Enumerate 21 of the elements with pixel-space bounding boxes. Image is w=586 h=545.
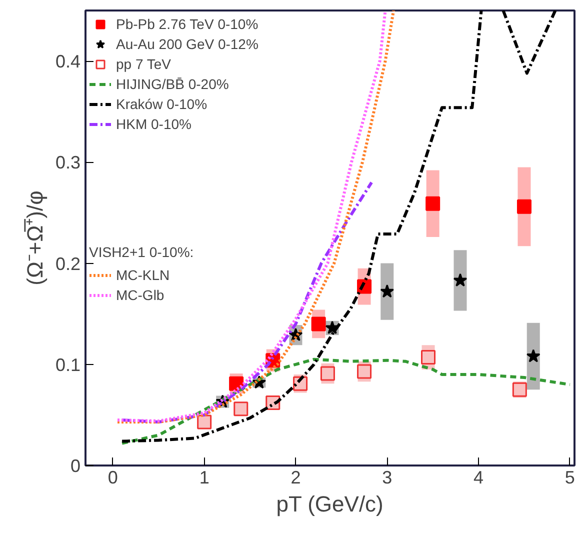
legend-label: MC-Glb [116,286,164,304]
y-axis-title: (Ω⁻+Ω̅⁺)/φ [22,190,48,286]
x-tick-label: 1 [199,468,210,488]
y-tick-label: 0.2 [55,254,81,274]
legend-label: HIJING/BB̄ 0-20% [116,75,229,93]
legend-label: MC-KLN [116,266,170,284]
legend-label: Kraków 0-10% [116,95,208,113]
legend-label: HKM 0-10% [116,115,192,133]
legend-label: Au-Au 200 GeV 0-12% [116,35,258,53]
x-tick-label: 3 [382,468,392,488]
legend-label: Pb-Pb 2.76 TeV 0-10% [116,15,258,33]
x-tick-label: 2 [290,468,301,488]
legend-label: pp 7 TeV [116,55,172,73]
y-tick-label: 0.1 [55,354,81,375]
x-axis-title: pT (GeV/c) [276,492,384,516]
legend-title: VISH2+1 0-10%: [89,244,194,260]
x-tick-label: 4 [474,468,484,488]
y-tick-label: 0.3 [55,152,81,173]
x-tick-label: 0 [108,468,118,488]
y-tick-label: 0.4 [55,52,81,72]
x-tick-label: 5 [564,468,575,488]
